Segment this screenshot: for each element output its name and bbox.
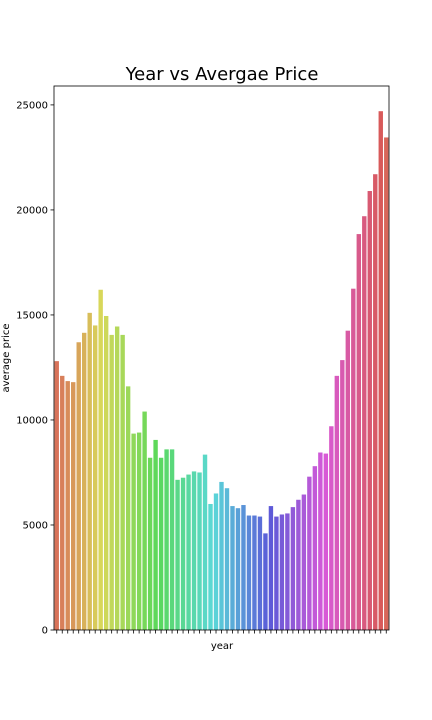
y-axis-label: average price <box>1 323 12 392</box>
bar <box>191 471 197 630</box>
bar <box>318 452 323 630</box>
bar <box>373 174 378 630</box>
bar <box>131 433 136 630</box>
bar <box>82 332 87 630</box>
bars-group <box>54 111 389 630</box>
bar <box>290 507 296 630</box>
bar <box>186 474 191 630</box>
bar <box>202 454 208 630</box>
bar <box>142 411 147 630</box>
y-tick-label: 25000 <box>16 100 48 111</box>
bar <box>98 289 103 630</box>
bar <box>312 466 318 630</box>
bar <box>54 361 59 630</box>
y-tick-label: 15000 <box>16 310 48 321</box>
bar <box>147 457 153 630</box>
bar <box>340 360 345 630</box>
bar <box>356 234 361 630</box>
bar <box>153 439 158 630</box>
bar <box>246 515 252 630</box>
bar <box>367 191 372 630</box>
plot-frame <box>53 85 390 631</box>
bar <box>268 506 274 630</box>
bar <box>87 312 92 630</box>
bar <box>158 457 164 630</box>
bar <box>164 449 169 630</box>
bar <box>384 137 389 630</box>
bar <box>60 375 65 630</box>
bar <box>351 288 356 630</box>
bar <box>279 514 285 630</box>
bar <box>197 472 202 630</box>
bar <box>65 381 70 630</box>
bar <box>296 499 301 630</box>
bar <box>208 503 213 630</box>
bar <box>329 426 334 630</box>
bar <box>378 111 383 630</box>
y-tick-label: 0 <box>42 626 48 637</box>
y-tick-label: 10000 <box>16 415 48 426</box>
bar <box>219 481 224 630</box>
y-tick-label: 20000 <box>16 205 48 216</box>
bar <box>103 315 109 630</box>
bar <box>230 506 235 630</box>
bar <box>71 382 76 630</box>
bar <box>224 488 230 630</box>
bar <box>213 493 219 630</box>
bar <box>114 326 120 630</box>
bar <box>136 432 142 630</box>
bar <box>263 533 268 630</box>
bar <box>334 375 340 630</box>
y-tick-label: 5000 <box>23 520 48 531</box>
bar <box>241 505 246 630</box>
bar <box>285 513 290 630</box>
y-axis-ticks: 0 5000 10000 15000 20000 25000 <box>16 100 54 637</box>
bar <box>175 479 180 630</box>
bar <box>252 515 257 630</box>
bar <box>109 334 114 630</box>
bar <box>92 325 98 630</box>
bar <box>180 477 186 630</box>
bar <box>362 216 367 630</box>
bar <box>274 516 279 630</box>
bar <box>235 508 241 630</box>
bar <box>323 453 329 630</box>
bar <box>307 476 312 630</box>
x-axis-label: year <box>211 641 234 652</box>
bar <box>125 386 131 630</box>
bar <box>76 342 81 630</box>
bar <box>169 449 175 630</box>
bar <box>345 330 350 630</box>
x-axis-ticks <box>56 630 387 634</box>
bar <box>301 494 307 630</box>
chart-title: Year vs Avergae Price <box>125 64 319 85</box>
bar <box>120 334 125 630</box>
bar <box>257 516 263 630</box>
